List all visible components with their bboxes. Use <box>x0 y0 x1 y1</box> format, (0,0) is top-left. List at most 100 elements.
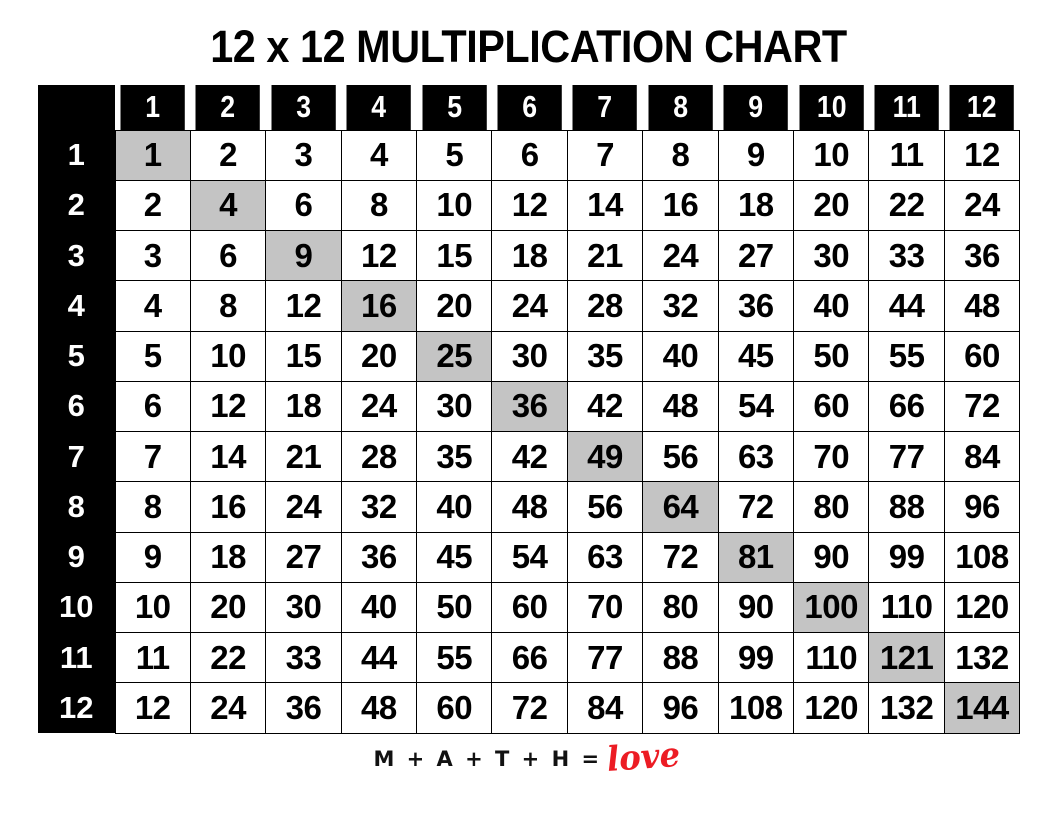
cell-1x9: 9 <box>717 129 795 181</box>
page-title: 12 x 12 MULTIPLICATION CHART <box>210 21 847 72</box>
column-header-8: 8 <box>648 85 713 130</box>
cell-8x2: 16 <box>189 481 267 533</box>
cell-11x4: 44 <box>340 631 418 684</box>
cell-11x6: 66 <box>491 631 568 684</box>
cell-9x2: 18 <box>189 531 267 583</box>
cell-2x5: 10 <box>416 179 493 232</box>
cell-3x9: 27 <box>717 229 795 282</box>
cell-3x1: 3 <box>114 229 191 282</box>
cell-3x6: 18 <box>491 229 568 282</box>
cell-10x4: 40 <box>340 581 418 634</box>
cell-2x10: 20 <box>793 179 870 232</box>
cell-8x8: 64 <box>642 481 719 533</box>
cell-12x10: 120 <box>793 682 870 734</box>
column-header-11: 11 <box>874 85 940 130</box>
cell-6x6: 36 <box>491 380 568 433</box>
cell-10x12: 120 <box>943 581 1021 634</box>
table-row: 6 6 12 18 24 30 36 42 48 54 60 66 72 <box>38 380 1021 433</box>
cell-1x2: 2 <box>189 129 267 181</box>
cell-10x11: 110 <box>868 581 945 634</box>
cell-2x4: 8 <box>340 179 418 232</box>
cell-11x3: 33 <box>265 631 342 684</box>
cell-3x11: 33 <box>868 229 945 282</box>
cell-5x3: 15 <box>265 330 342 382</box>
cell-10x8: 80 <box>642 581 719 634</box>
column-header-4: 4 <box>346 85 412 130</box>
cell-6x2: 12 <box>189 380 267 433</box>
table-row: 5 5 10 15 20 25 30 35 40 45 50 55 60 <box>38 330 1021 382</box>
cell-10x5: 50 <box>416 581 493 634</box>
cell-3x10: 30 <box>793 229 870 282</box>
cell-12x12: 144 <box>943 682 1021 734</box>
cell-6x4: 24 <box>340 380 418 433</box>
cell-7x10: 70 <box>793 430 870 483</box>
row-header-6: 6 <box>38 381 115 432</box>
cell-11x12: 132 <box>943 631 1021 684</box>
cell-1x11: 11 <box>868 129 945 181</box>
cell-6x11: 66 <box>868 380 945 433</box>
cell-3x5: 15 <box>416 229 493 282</box>
row-header-5: 5 <box>38 331 115 382</box>
cell-6x3: 18 <box>265 380 342 433</box>
cell-4x3: 12 <box>265 280 342 332</box>
cell-3x7: 21 <box>566 229 644 282</box>
cell-9x11: 99 <box>868 531 945 583</box>
cell-11x5: 55 <box>416 631 493 684</box>
cell-2x6: 12 <box>491 179 568 232</box>
cell-1x5: 5 <box>416 129 493 181</box>
cell-12x9: 108 <box>717 682 795 734</box>
table-corner-cell <box>38 85 115 130</box>
cell-8x12: 96 <box>943 481 1021 533</box>
cell-8x6: 48 <box>491 481 568 533</box>
cell-8x1: 8 <box>114 481 191 533</box>
cell-1x10: 10 <box>793 129 870 181</box>
cell-9x3: 27 <box>265 531 342 583</box>
cell-6x9: 54 <box>717 380 795 433</box>
cell-7x6: 42 <box>491 430 568 483</box>
cell-7x7: 49 <box>566 430 644 483</box>
cell-9x10: 90 <box>793 531 870 583</box>
cell-5x4: 20 <box>340 330 418 382</box>
cell-8x5: 40 <box>416 481 493 533</box>
cell-1x8: 8 <box>642 129 719 181</box>
table-row: 9 9 18 27 36 45 54 63 72 81 90 99 108 <box>38 531 1021 583</box>
row-header-10: 10 <box>38 582 115 633</box>
cell-3x4: 12 <box>340 229 418 282</box>
row-header-7: 7 <box>38 431 115 482</box>
cell-5x12: 60 <box>943 330 1021 382</box>
cell-7x12: 84 <box>943 430 1021 483</box>
cell-9x12: 108 <box>943 531 1021 583</box>
footer-love-word: love <box>605 734 681 780</box>
cell-4x7: 28 <box>566 280 644 332</box>
table-row: 3 3 6 9 12 15 18 21 24 27 30 33 36 <box>38 229 1021 282</box>
column-header-5: 5 <box>421 85 487 130</box>
cell-10x2: 20 <box>189 581 267 634</box>
cell-8x7: 56 <box>566 481 644 533</box>
cell-12x7: 84 <box>566 682 644 734</box>
cell-9x6: 54 <box>491 531 568 583</box>
cell-6x5: 30 <box>416 380 493 433</box>
cell-5x1: 5 <box>114 330 191 382</box>
cell-3x8: 24 <box>642 229 719 282</box>
column-header-12: 12 <box>949 85 1015 130</box>
cell-7x8: 56 <box>642 430 719 483</box>
cell-3x3: 9 <box>265 229 342 282</box>
table-row: 1 1 2 3 4 5 6 7 8 9 10 11 12 <box>38 129 1021 181</box>
cell-10x9: 90 <box>717 581 795 634</box>
cell-1x7: 7 <box>566 129 644 181</box>
cell-9x1: 9 <box>114 531 191 583</box>
cell-5x6: 30 <box>491 330 568 382</box>
cell-11x9: 99 <box>717 631 795 684</box>
cell-4x8: 32 <box>642 280 719 332</box>
cell-8x11: 88 <box>868 481 945 533</box>
table-row: 11 11 22 33 44 55 66 77 88 99 110 121 132 <box>38 631 1021 684</box>
row-header-1: 1 <box>38 130 115 181</box>
table-row: 12 12 24 36 48 60 72 84 96 108 120 132 144 <box>38 682 1021 734</box>
cell-11x8: 88 <box>642 631 719 684</box>
column-header-2: 2 <box>195 85 261 130</box>
cell-4x12: 48 <box>943 280 1021 332</box>
cell-1x3: 3 <box>265 129 342 181</box>
cell-6x10: 60 <box>793 380 870 433</box>
cell-4x10: 40 <box>793 280 870 332</box>
